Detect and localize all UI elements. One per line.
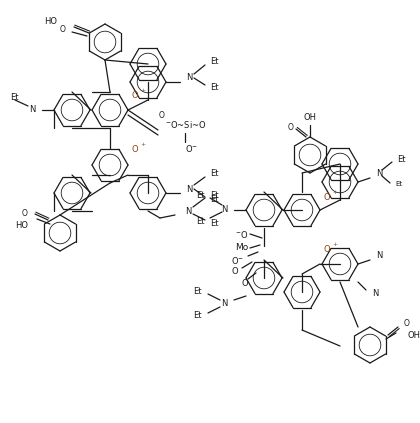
Text: O: O: [159, 110, 165, 120]
Text: N: N: [222, 299, 228, 308]
Text: Et: Et: [210, 219, 218, 228]
Text: Et: Et: [10, 93, 18, 102]
Text: Mo: Mo: [235, 244, 248, 253]
Text: Et: Et: [194, 311, 202, 321]
Text: N: N: [376, 252, 382, 261]
Text: Et: Et: [210, 195, 218, 204]
Text: N: N: [30, 105, 36, 115]
Text: HO: HO: [44, 17, 57, 27]
Text: O: O: [131, 146, 138, 154]
Text: Et: Et: [197, 217, 205, 225]
Text: N: N: [222, 206, 228, 214]
Text: Et: Et: [197, 190, 205, 200]
Text: O: O: [404, 319, 410, 329]
Text: O: O: [231, 267, 238, 277]
Text: Et: Et: [395, 181, 402, 187]
Text: +: +: [332, 190, 337, 195]
Text: N: N: [372, 288, 378, 297]
Text: O: O: [288, 123, 294, 132]
Text: Et: Et: [210, 190, 218, 200]
Text: Et: Et: [210, 57, 218, 66]
Text: Et: Et: [210, 170, 218, 179]
Text: +: +: [140, 88, 145, 93]
Text: N: N: [185, 208, 192, 217]
Text: O: O: [131, 91, 138, 99]
Text: N: N: [376, 170, 382, 179]
Text: +: +: [140, 143, 145, 148]
Text: O: O: [323, 192, 330, 201]
Text: Et: Et: [210, 83, 218, 93]
Text: O: O: [60, 25, 66, 35]
Text: $^{-}$O~Si~O: $^{-}$O~Si~O: [165, 120, 207, 131]
Text: O: O: [22, 209, 28, 219]
Text: O$^{-}$: O$^{-}$: [231, 255, 244, 266]
Text: +: +: [332, 242, 337, 247]
Text: OH: OH: [304, 113, 317, 123]
Text: Et: Et: [397, 154, 405, 164]
Text: N: N: [186, 74, 192, 82]
Text: O: O: [241, 278, 248, 288]
Text: N: N: [186, 184, 192, 193]
Text: O: O: [323, 245, 330, 255]
Text: O$^{-}$: O$^{-}$: [185, 143, 198, 154]
Text: Et: Et: [194, 286, 202, 296]
Text: $^{-}$O: $^{-}$O: [235, 228, 248, 239]
Text: HO: HO: [15, 222, 28, 231]
Text: OH: OH: [408, 332, 420, 341]
